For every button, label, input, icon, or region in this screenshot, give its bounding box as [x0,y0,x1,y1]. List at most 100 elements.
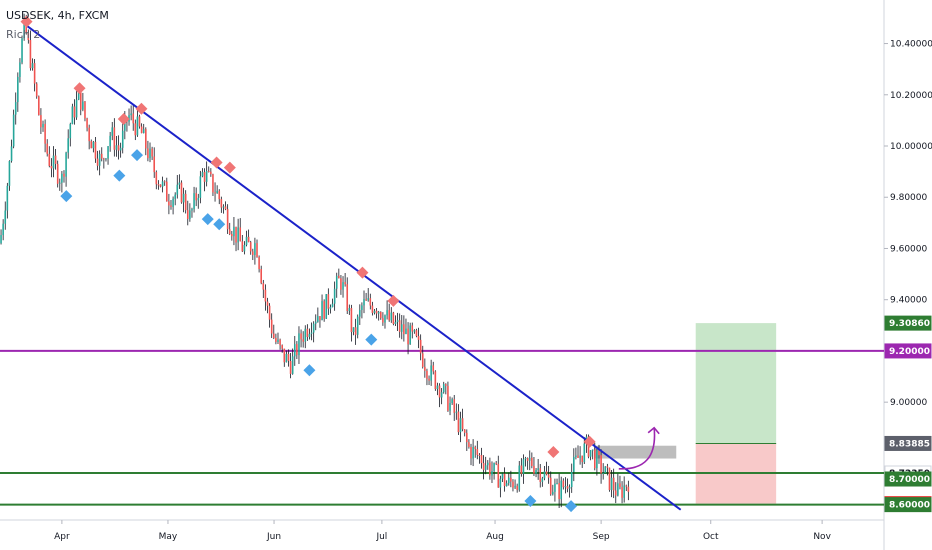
candle-body [434,371,437,390]
candle-body [42,123,44,128]
candle-body [537,468,539,470]
price-tag-label: 8.83885 [889,439,930,449]
candle-body [614,490,617,496]
candle-body [491,471,493,476]
candle-body [348,308,351,311]
candle-body [14,102,17,115]
candle-body [252,251,254,255]
resistance-zone [594,445,677,459]
pivot-high-marker [387,294,400,307]
candle-body [186,210,189,219]
candle-body [8,161,11,186]
candle-body [409,325,411,345]
candle-body [50,165,53,169]
candle-body [390,312,393,321]
candle-body [138,116,141,127]
candle-body [577,455,579,458]
pivot-high-marker [20,15,33,28]
candle-body [617,483,619,496]
candle-body [445,384,447,386]
candle-body [228,229,231,235]
profit-target-zone [695,323,777,444]
candle-body [40,115,42,128]
candle-body [369,298,372,306]
candle-body [354,327,357,335]
candle-body [272,333,275,338]
time-axis[interactable]: Apr May Jun Jul Aug Sep Oct Nov [54,520,832,542]
price-tag-label: 9.30860 [889,319,930,329]
pivot-low-marker [565,500,578,513]
price-tag [884,435,932,451]
horizontal-levels [0,349,884,506]
candle-body [430,365,432,381]
candle-body [321,301,323,321]
candle-body [285,353,288,363]
candle-body [58,182,61,184]
candle-body [260,269,263,284]
projection-arrow[interactable] [618,426,660,470]
candle-body [65,152,67,177]
candle-body [419,339,422,354]
candle-body [73,106,76,118]
candle-body [86,118,88,128]
candle-body [199,176,202,198]
candle-body [476,449,479,455]
candle-body [520,465,523,474]
candle-body [117,145,120,151]
candle-body [619,483,621,488]
price-tick-label: 9.80000 [890,193,927,203]
candle-body [254,243,256,255]
candle-body [461,418,464,430]
price-tag [884,497,932,513]
candle-body [608,467,611,490]
candle-body [533,465,535,474]
candle-body [237,227,239,243]
candle-body [308,333,311,338]
candle-body [407,328,409,345]
candle-body [218,190,221,200]
candle-body [241,241,244,252]
candle-body [480,455,483,464]
indicator-label[interactable]: Rich 2 [6,28,41,41]
candle-body [365,299,367,301]
candle-body [302,339,304,342]
candle-body [203,172,206,182]
candle-body [178,182,181,185]
candle-body [77,89,80,100]
candle-body [373,310,376,313]
candle-body [2,223,4,236]
pivot-high-marker [223,161,236,174]
candle-body [384,315,386,323]
pivot-low-marker [303,364,316,377]
candle-body [503,473,506,487]
trendline-layer[interactable] [25,24,682,511]
candle-body [486,462,489,466]
candle-body [10,146,13,162]
candle-body [455,411,458,413]
candle-body [375,310,378,314]
candle-body [231,234,233,237]
candle-body [247,236,250,243]
candle-body [499,478,502,488]
candle-body [518,465,521,490]
candle-body [289,360,292,374]
candle-body [310,332,313,334]
candle-body [545,471,548,475]
candle-body [566,486,569,489]
candle-body [421,353,424,367]
candle-body [377,311,380,314]
candle-body [371,305,374,313]
candle-body [264,289,267,302]
candle-body [329,307,332,309]
price-tick-label: 9.40000 [890,296,927,306]
candle-body [497,463,500,488]
pivot-high-marker [73,82,86,95]
pivot-high-marker [356,266,369,279]
candle-body [493,462,495,472]
candle-body [610,477,613,490]
candle-body [478,454,481,456]
price-axis[interactable]: 10.40000 10.20000 10.00000 9.80000 9.60000 9.… [884,40,932,513]
candle-body [124,117,126,131]
candle-body [210,171,212,175]
